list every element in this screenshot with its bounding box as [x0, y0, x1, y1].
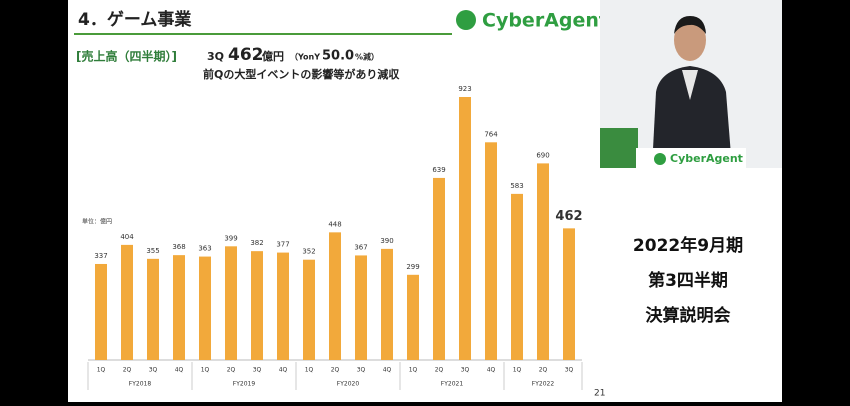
headline-unit: 億円	[262, 49, 284, 63]
side-line: 第3四半期	[648, 270, 728, 291]
value-label: 639	[432, 166, 445, 174]
bar	[485, 142, 497, 360]
x-tick-label: 1Q	[409, 367, 418, 374]
bar	[95, 263, 107, 360]
speaker-hair	[674, 16, 706, 34]
x-tick-label: 3Q	[357, 367, 366, 374]
bar	[225, 246, 237, 360]
podium-logo-mark	[654, 153, 666, 165]
plot: 337 1Q 404 2Q 355 3Q 368 4Q FY2018 363 1Q 399 2Q 382 3…	[87, 85, 583, 390]
x-tick-label: 3Q	[149, 367, 158, 374]
side-line: 決算説明会	[646, 305, 731, 326]
value-label: 337	[94, 252, 107, 260]
value-label: 404	[120, 233, 134, 241]
bar	[251, 251, 263, 360]
bar	[563, 228, 575, 360]
speaker-body	[652, 66, 732, 168]
bar	[407, 274, 419, 360]
x-tick-label: 4Q	[487, 367, 496, 374]
bar	[355, 255, 367, 360]
bar	[329, 232, 341, 360]
headline-quarter: 3Q	[207, 50, 224, 63]
bar	[173, 255, 185, 360]
x-tick-label: 3Q	[253, 367, 262, 374]
x-tick-label: 3Q	[461, 367, 470, 374]
bar	[459, 97, 471, 360]
value-label: 363	[198, 245, 211, 253]
x-tick-label: 3Q	[565, 367, 574, 374]
headline-amount: 462	[228, 45, 264, 65]
value-label: 462	[555, 209, 582, 224]
bar	[433, 177, 445, 360]
speaker-head	[674, 19, 706, 61]
bar	[537, 163, 549, 360]
value-label: 764	[484, 130, 498, 138]
bar	[381, 248, 393, 360]
value-label: 923	[458, 85, 471, 93]
value-label: 352	[302, 248, 315, 256]
headline-yoy-suffix: %減）	[355, 52, 379, 62]
x-tick-label: 2Q	[331, 367, 340, 374]
x-tick-label: 2Q	[227, 367, 236, 374]
speaker-shirt	[682, 70, 698, 100]
bar	[511, 193, 523, 360]
value-label: 368	[172, 243, 185, 251]
value-label: 399	[224, 234, 237, 242]
bar	[121, 244, 133, 360]
value-label: 583	[510, 182, 523, 190]
group-label: FY2018	[129, 381, 152, 388]
group-label: FY2021	[441, 381, 464, 388]
group-label: FY2020	[337, 381, 360, 388]
value-label: 448	[328, 220, 341, 228]
x-tick-label: 2Q	[123, 367, 132, 374]
x-tick-label: 4Q	[175, 367, 184, 374]
x-tick-label: 1Q	[305, 367, 314, 374]
group-label: FY2019	[233, 381, 256, 388]
logo-mark	[456, 10, 476, 30]
bar	[147, 258, 159, 360]
backdrop-panel	[600, 128, 638, 168]
headline-yoy-prefix: （YonY	[290, 52, 320, 62]
video-feed: CyberAgent	[600, 0, 782, 168]
comment: 前Qの大型イベントの影響等があり減収	[203, 67, 400, 81]
headline-yoy-value: 50.0	[322, 49, 354, 64]
page-number: 21	[594, 389, 605, 399]
x-tick-label: 1Q	[97, 367, 106, 374]
value-label: 367	[354, 243, 367, 251]
value-label: 299	[406, 263, 419, 271]
x-tick-label: 2Q	[539, 367, 548, 374]
value-label: 355	[146, 247, 159, 255]
section-title: 4．ゲーム事業	[78, 9, 191, 30]
logo: CyberAgent	[456, 10, 608, 32]
bar	[199, 256, 211, 360]
bar	[303, 259, 315, 360]
x-tick-label: 1Q	[201, 367, 210, 374]
value-label: 390	[380, 237, 393, 245]
group-label: FY2022	[532, 381, 555, 388]
value-label: 690	[536, 151, 549, 159]
unit-label: 単位：億円	[82, 218, 112, 226]
value-label: 382	[250, 239, 263, 247]
podium-logo: CyberAgent	[670, 152, 743, 165]
bar	[277, 252, 289, 360]
x-tick-label: 1Q	[513, 367, 522, 374]
subheading: [売上高（四半期）]	[76, 49, 177, 64]
x-tick-label: 4Q	[279, 367, 288, 374]
value-label: 377	[276, 241, 289, 249]
logo-text: CyberAgent	[482, 10, 608, 32]
x-tick-label: 2Q	[435, 367, 444, 374]
side-line: 2022年9月期	[633, 235, 743, 256]
x-tick-label: 4Q	[383, 367, 392, 374]
